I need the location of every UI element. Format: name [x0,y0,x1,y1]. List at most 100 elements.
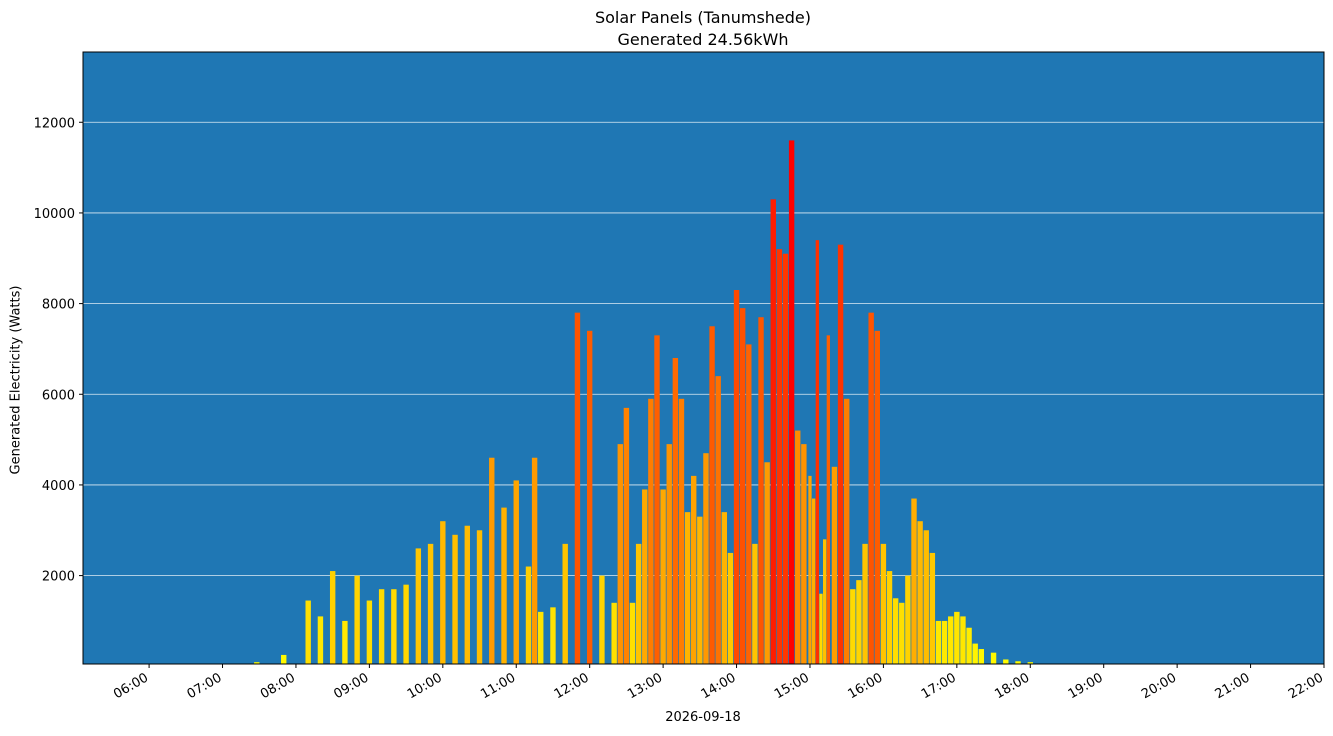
bar [599,575,605,664]
bar [709,326,715,664]
bar [978,649,985,664]
x-tick-label: 10:00 [405,670,445,702]
bar [990,652,997,664]
bar [635,543,642,664]
bar [892,598,899,664]
bar [611,602,617,664]
bar [874,330,880,664]
x-tick-label: 18:00 [992,670,1032,702]
bar [464,525,470,664]
bar [586,330,593,664]
bar [782,253,789,664]
bar [342,620,348,664]
bar [727,552,734,664]
plot-frame [82,51,1325,665]
bar [788,140,795,664]
bar [868,312,874,664]
bar [684,512,691,664]
bar [254,662,260,664]
y-tick-label: 12000 [34,116,75,131]
bar [826,335,830,664]
x-tick-label: 17:00 [919,670,959,702]
x-tick-label: 12:00 [552,670,592,702]
bar [415,548,422,664]
chart-title: Solar Panels (Tanumshede) [594,8,812,27]
bar [941,620,948,664]
bar [317,616,324,664]
bar [354,575,360,664]
bar [880,543,887,664]
bar [862,543,868,664]
bar [764,462,770,664]
x-tick-label: 16:00 [845,670,885,702]
bar [427,543,434,664]
bar [752,543,758,664]
bar [476,530,483,664]
bar [654,335,660,664]
y-tick-label: 10000 [34,207,75,222]
bar [746,344,752,664]
bar [623,407,630,664]
bar [1003,659,1009,664]
x-tick-label: 08:00 [258,670,298,702]
y-tick-label: 4000 [42,479,75,494]
bar [739,308,746,664]
bar [801,444,807,664]
bar [617,444,623,664]
bar [733,290,740,664]
x-tick-label: 21:00 [1213,670,1253,702]
bar [815,240,819,664]
y-tick-label: 6000 [42,388,75,403]
bar [574,312,581,664]
bars [254,140,1033,665]
x-tick-label: 19:00 [1066,670,1106,702]
bar [666,444,672,664]
x-tick-label: 13:00 [625,670,665,702]
y-tick-label: 2000 [42,570,75,585]
bar [715,376,721,664]
bar [489,457,495,664]
chart-subtitle: Generated 24.56kWh [617,30,789,49]
x-tick-label: 22:00 [1286,670,1326,702]
x-tick-label: 14:00 [699,670,739,702]
x-tick-label: 06:00 [111,670,151,702]
bar [281,654,287,664]
bar [905,575,911,664]
bar [935,620,942,664]
bar [770,199,776,665]
x-tick-label: 15:00 [772,670,812,702]
bar [917,521,923,664]
bar [1015,661,1021,664]
x-axis-ticks: 06:00 07:00 08:00 09:00 10:00 11:00 12:00 13:00… [111,664,1326,702]
bar [642,489,648,664]
bar [440,521,446,664]
bar [678,398,685,664]
bar [378,589,385,664]
y-axis-ticks: 2000 4000 6000 8000 10000 12000 [34,116,83,585]
bar [954,611,960,664]
bar [837,244,844,664]
bar [629,602,636,664]
bar [819,593,823,664]
bar [843,398,850,664]
bar [758,317,764,664]
bar [391,589,397,664]
y-tick-label: 8000 [42,298,75,313]
bar [452,534,458,664]
bar [886,571,893,664]
bar [550,607,556,664]
x-tick-label: 20:00 [1139,670,1179,702]
bar [795,430,801,664]
bar [911,498,917,664]
bar [562,543,568,664]
bar [403,584,409,664]
bar [972,643,978,664]
bar [966,627,972,664]
bar [823,539,827,664]
bar [721,512,728,664]
bar [703,453,709,664]
bar [660,489,666,664]
x-tick-label: 09:00 [331,670,371,702]
bar [648,398,654,664]
